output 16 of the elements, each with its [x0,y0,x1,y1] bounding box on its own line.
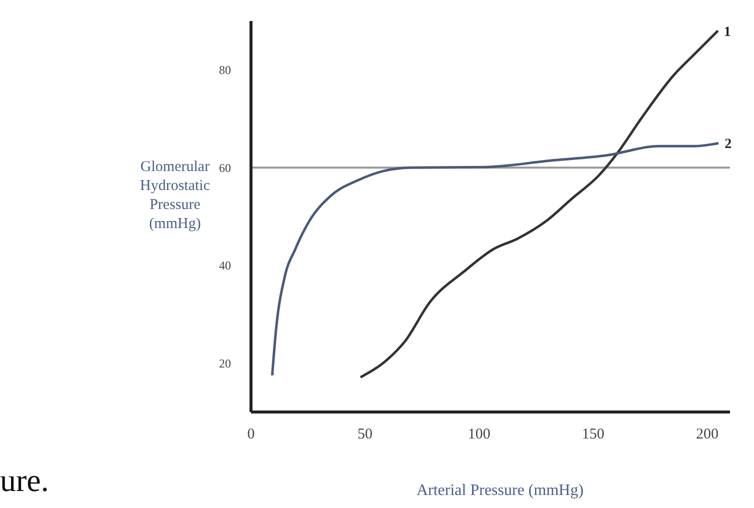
line-series [270,142,720,377]
x-tick-label: 100 [468,426,490,443]
x-tick-label: 150 [582,426,604,443]
series-label: 2 [724,137,732,152]
x-axis-title: Arterial Pressure (mmHg) [415,482,585,500]
y-tick-label: 40 [219,258,231,273]
y-axis-title: Glomerular Hydrostatic Pressure (mmHg) [139,158,211,234]
line-series [359,30,720,379]
y-tick-label: 60 [219,160,231,175]
y-tick-label: 20 [219,356,231,370]
series-label: 1 [724,24,731,40]
y-tick-label: 80 [219,63,231,78]
text: ure. [0,462,49,499]
x-tick-label: 0 [247,426,255,443]
x-tick-label: 50 [358,426,373,443]
x-tick-label: 200 [696,426,718,443]
